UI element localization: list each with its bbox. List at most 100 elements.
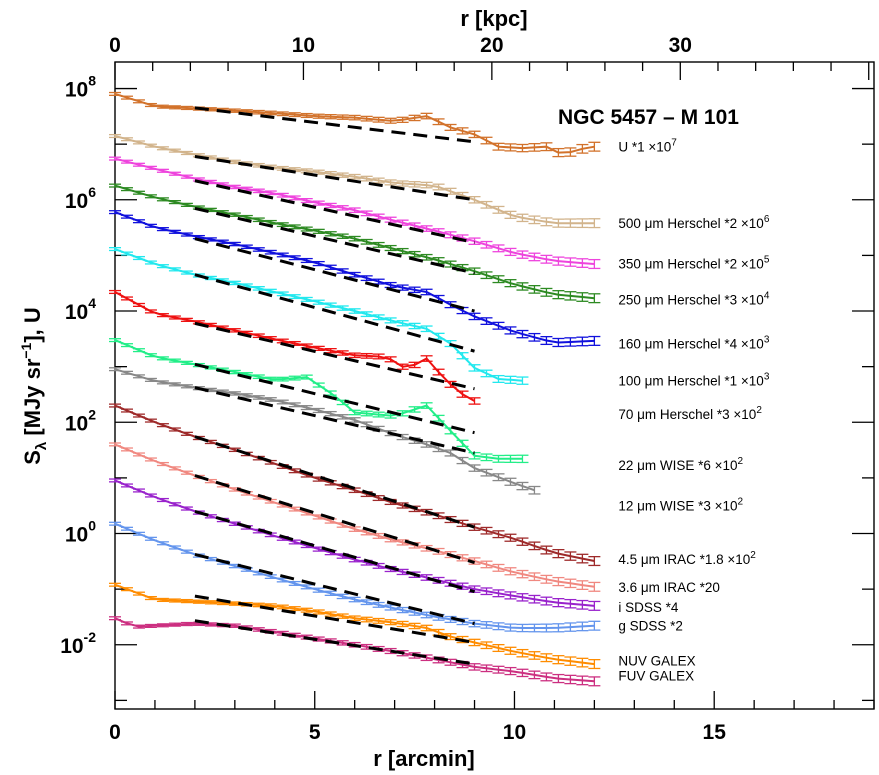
x-axis-title: r [arcmin] — [373, 746, 474, 771]
series-label-exponent: 3 — [764, 372, 770, 383]
x2-tick-label: 30 — [669, 34, 692, 57]
series-label: g SDSS *2 — [618, 619, 683, 634]
series-label-text: 22 μm WISE *6 ×10 — [618, 458, 737, 473]
fit-line — [194, 386, 475, 455]
fit-line — [194, 237, 475, 313]
y-tick-exponent: 2 — [88, 406, 96, 422]
series-0 — [109, 91, 601, 158]
fit-line — [194, 474, 475, 565]
series-line — [114, 339, 523, 460]
fit-line — [194, 594, 475, 644]
series-label-text: 70 μm Herschel *3 ×10 — [618, 407, 756, 422]
y-tick-exponent: 8 — [88, 73, 96, 89]
series-label-text: 100 μm Herschel *1 ×10 — [618, 374, 763, 389]
series-line — [114, 92, 595, 154]
series-label: 12 μm WISE *3 ×102 — [618, 496, 743, 513]
series-label: i SDSS *4 — [618, 600, 679, 615]
y-tick-exponent: 6 — [88, 184, 96, 200]
series-7 — [109, 338, 529, 464]
x-tick-label: 15 — [703, 721, 727, 744]
series-8 — [109, 367, 541, 495]
y-tick-base: 10 — [65, 301, 88, 324]
y-axis-title-sub: λ — [33, 441, 50, 450]
y-axis-title-main: S — [20, 450, 45, 465]
y-tick-exponent: 0 — [88, 518, 96, 534]
series-label: 500 μm Herschel *2 ×106 — [618, 214, 769, 231]
series-label: 250 μm Herschel *3 ×104 — [618, 291, 769, 308]
fit-line — [194, 321, 475, 391]
series-label: 3.6 μm IRAC *20 — [618, 580, 720, 595]
y-axis-title-mid: [MJy sr — [20, 358, 45, 442]
series-label-exponent: 2 — [738, 456, 744, 467]
series-label-text: 160 μm Herschel *4 ×10 — [618, 337, 763, 352]
y-tick-label: 104 — [65, 295, 96, 324]
series-label: 100 μm Herschel *1 ×103 — [618, 372, 769, 389]
series-label-exponent: 7 — [671, 138, 677, 149]
series-label-text: U *1 ×10 — [618, 140, 671, 155]
series-label-exponent: 5 — [764, 254, 770, 265]
x2-tick-label: 10 — [292, 34, 315, 57]
y-tick-exponent: 4 — [88, 295, 96, 311]
series-label-text: g SDSS *2 — [618, 619, 683, 634]
x-tick-label: 10 — [503, 721, 526, 744]
series-label-text: NUV GALEX — [618, 654, 695, 669]
fit-line — [194, 435, 475, 529]
series-6 — [109, 289, 481, 405]
plot-frame — [114, 61, 875, 710]
series-label: 160 μm Herschel *4 ×103 — [618, 335, 769, 352]
series-label-text: 350 μm Herschel *2 ×10 — [618, 256, 763, 271]
x2-tick-label: 20 — [480, 34, 503, 57]
series-label-exponent: 6 — [764, 214, 770, 225]
series-4 — [109, 210, 601, 348]
fit-line — [194, 273, 475, 353]
series-label-text: 12 μm WISE *3 ×10 — [618, 498, 737, 513]
series-label-text: 500 μm Herschel *2 ×10 — [618, 216, 763, 231]
series-label-exponent: 4 — [764, 291, 770, 302]
y-tick-label: 106 — [65, 184, 96, 213]
x2-tick-label: 0 — [109, 34, 121, 57]
fit-line — [194, 155, 475, 202]
series-label: NUV GALEX — [618, 654, 695, 669]
series-label-text: 250 μm Herschel *3 ×10 — [618, 293, 763, 308]
series-label-text: FUV GALEX — [618, 669, 694, 684]
y-axis-title-sup: −1 — [18, 342, 34, 358]
series-label: 70 μm Herschel *3 ×102 — [618, 405, 762, 422]
fit-line — [194, 179, 475, 245]
series-label-text: 3.6 μm IRAC *20 — [618, 580, 720, 595]
series-label-text: i SDSS *4 — [618, 600, 679, 615]
y-tick-base: 10 — [60, 635, 83, 658]
y-axis-title: Sλ [MJy sr−1], U — [18, 307, 50, 465]
series-line — [114, 443, 595, 588]
series-9 — [109, 403, 601, 567]
fit-line — [194, 106, 475, 144]
series-label: 350 μm Herschel *2 ×105 — [618, 254, 769, 271]
series-label: 22 μm WISE *6 ×102 — [618, 456, 743, 473]
y-tick-label: 102 — [65, 406, 96, 435]
x2-axis-title: r [kpc] — [460, 6, 527, 31]
series-line — [114, 291, 475, 402]
fit-layer — [194, 106, 475, 666]
fit-line — [194, 619, 475, 666]
series-layer — [109, 91, 601, 687]
series-3 — [109, 183, 601, 304]
y-tick-base: 10 — [65, 190, 88, 213]
axis-ticks — [114, 62, 875, 709]
x-tick-label: 5 — [309, 721, 321, 744]
series-label: 4.5 μm IRAC *1.8 ×102 — [618, 550, 756, 567]
series-label-exponent: 2 — [738, 496, 744, 507]
series-label: U *1 ×107 — [618, 138, 677, 155]
y-tick-exponent: -2 — [84, 629, 97, 645]
fit-line — [194, 553, 475, 626]
fit-line — [194, 509, 475, 594]
fit-line — [194, 362, 475, 435]
y-axis-title-end: ], U — [20, 307, 45, 342]
y-tick-base: 10 — [65, 524, 88, 547]
series-12 — [109, 521, 601, 633]
series-label-exponent: 3 — [764, 335, 770, 346]
chart-title: NGC 5457 – M 101 — [558, 106, 739, 129]
series-label-exponent: 2 — [756, 405, 762, 416]
series-label-text: 4.5 μm IRAC *1.8 ×10 — [618, 552, 750, 567]
series-label-exponent: 2 — [750, 550, 756, 561]
